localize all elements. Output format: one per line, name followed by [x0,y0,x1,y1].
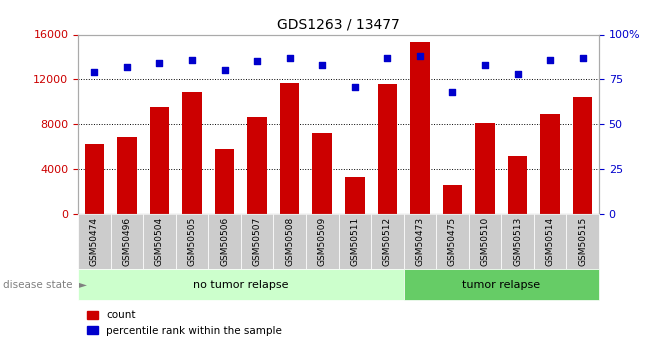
Legend: count, percentile rank within the sample: count, percentile rank within the sample [83,306,286,340]
Bar [443,185,462,214]
Bar [176,214,208,269]
Bar [150,107,169,214]
Bar [85,144,104,214]
Bar [508,156,527,214]
Bar [247,117,267,214]
Text: no tumor relapse: no tumor relapse [193,280,288,289]
Bar [78,269,404,300]
Bar [404,269,599,300]
Text: GSM50511: GSM50511 [350,217,359,266]
Point [122,64,132,70]
Bar [312,133,332,214]
Bar [208,214,241,269]
Text: GSM50505: GSM50505 [187,217,197,266]
Point [219,68,230,73]
Point [480,62,490,68]
Text: disease state  ►: disease state ► [3,280,87,289]
Bar [534,214,566,269]
Bar [111,214,143,269]
Text: GSM50508: GSM50508 [285,217,294,266]
Point [89,69,100,75]
Point [154,60,165,66]
Point [252,59,262,64]
Point [317,62,327,68]
Bar [241,214,273,269]
Point [382,55,393,61]
Bar [404,214,436,269]
Point [512,71,523,77]
Text: GSM50513: GSM50513 [513,217,522,266]
Text: GSM50473: GSM50473 [415,217,424,266]
Bar [182,92,202,214]
Bar [143,214,176,269]
Point [284,55,295,61]
Bar [345,177,365,214]
Text: GSM50504: GSM50504 [155,217,164,266]
Bar [117,137,137,214]
Bar [280,83,299,214]
Text: GSM50475: GSM50475 [448,217,457,266]
Bar [566,214,599,269]
Bar [371,214,404,269]
Text: GSM50474: GSM50474 [90,217,99,266]
Point [577,55,588,61]
Text: GSM50514: GSM50514 [546,217,555,266]
Bar [436,214,469,269]
Point [415,53,425,59]
Title: GDS1263 / 13477: GDS1263 / 13477 [277,18,400,32]
Text: GSM50506: GSM50506 [220,217,229,266]
Bar [501,214,534,269]
Text: GSM50512: GSM50512 [383,217,392,266]
Bar [540,114,560,214]
Bar [273,214,306,269]
Point [350,84,360,89]
Text: GSM50509: GSM50509 [318,217,327,266]
Bar [215,149,234,214]
Bar [573,97,592,214]
Point [187,57,197,62]
Bar [469,214,501,269]
Text: GSM50510: GSM50510 [480,217,490,266]
Bar [306,214,339,269]
Bar [475,123,495,214]
Text: GSM50515: GSM50515 [578,217,587,266]
Bar [339,214,371,269]
Bar [378,84,397,214]
Text: tumor relapse: tumor relapse [462,280,540,289]
Point [545,57,555,62]
Bar [410,42,430,214]
Text: GSM50496: GSM50496 [122,217,132,266]
Point [447,89,458,95]
Text: GSM50507: GSM50507 [253,217,262,266]
Bar [78,214,111,269]
